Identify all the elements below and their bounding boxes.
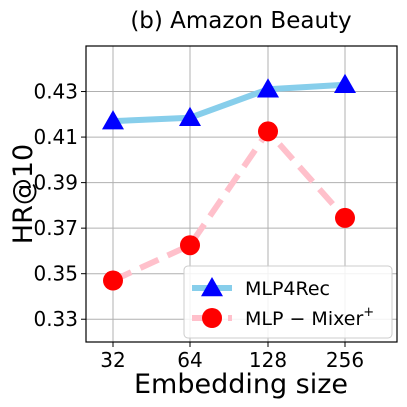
legend-entry: MLP − Mixer+ bbox=[192, 305, 374, 330]
legend-box bbox=[183, 265, 393, 339]
x-axis-label: Embedding size bbox=[134, 369, 348, 400]
series-line bbox=[112, 81, 346, 125]
y-tick-label: 0.37 bbox=[33, 216, 78, 240]
x-tick-label: 256 bbox=[326, 348, 364, 372]
legend-label: MLP − Mixer+ bbox=[245, 305, 374, 330]
chart-title: (b) Amazon Beauty bbox=[130, 8, 351, 34]
legend-marker bbox=[201, 277, 223, 297]
legend-label-superscript: + bbox=[363, 305, 374, 320]
data-point bbox=[335, 207, 355, 228]
data-point bbox=[103, 270, 123, 291]
legend-label: MLP4Rec bbox=[245, 278, 330, 300]
data-point bbox=[257, 78, 279, 98]
y-tick-label: 0.39 bbox=[33, 171, 78, 195]
legend-entry: MLP4Rec bbox=[192, 277, 330, 300]
y-tick-label: 0.43 bbox=[33, 80, 78, 104]
x-tick-label: 32 bbox=[100, 348, 125, 372]
legend-marker bbox=[202, 308, 222, 328]
data-point bbox=[179, 106, 201, 126]
legend: MLP4Rec MLP − Mixer+ bbox=[183, 265, 393, 339]
data-point bbox=[334, 73, 356, 93]
data-point bbox=[258, 121, 278, 142]
y-axis-label: HR@10 bbox=[8, 144, 39, 244]
y-axis-ticks: 0.33 0.35 0.37 0.39 0.41 0.43 bbox=[33, 80, 86, 331]
series-1 bbox=[102, 73, 356, 130]
plot-frame bbox=[85, 45, 398, 343]
series-layer bbox=[102, 73, 356, 291]
x-tick-label: 128 bbox=[249, 348, 287, 372]
y-tick-label: 0.41 bbox=[33, 125, 78, 149]
y-tick-label: 0.35 bbox=[33, 262, 78, 286]
y-tick-label: 0.33 bbox=[33, 307, 78, 331]
x-axis-ticks: 32 64 128 256 bbox=[100, 342, 364, 372]
series-2 bbox=[103, 121, 355, 291]
data-point bbox=[180, 235, 200, 256]
series-line bbox=[111, 128, 348, 284]
x-tick-label: 64 bbox=[177, 348, 202, 372]
data-point bbox=[102, 110, 124, 130]
